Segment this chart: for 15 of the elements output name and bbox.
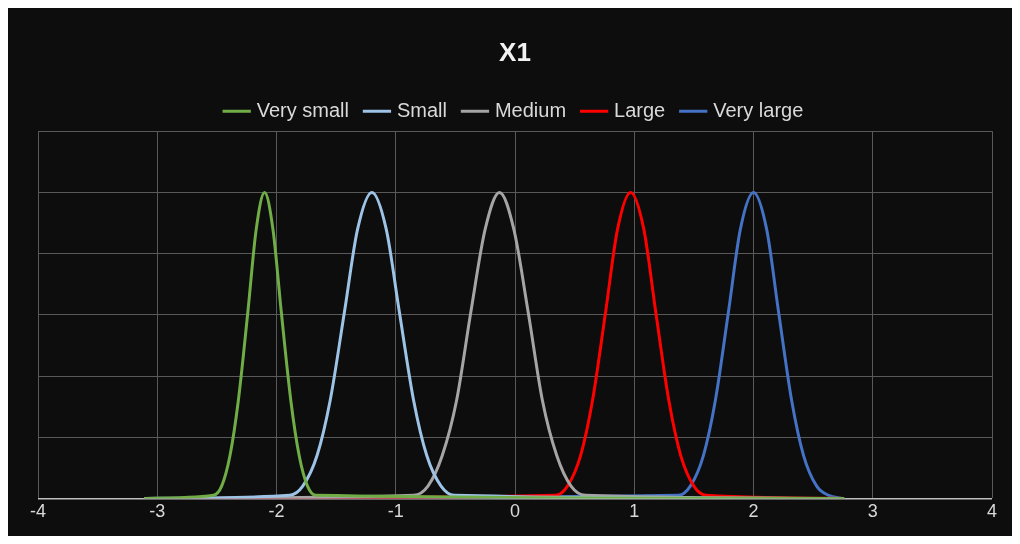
x-tick-label: 4 bbox=[986, 501, 998, 522]
x-tick-label: 0 bbox=[509, 501, 521, 522]
x-tick-label: -2 bbox=[268, 501, 285, 522]
x-tick-label: -4 bbox=[29, 501, 47, 522]
legend-label: Small bbox=[396, 98, 447, 121]
x-tick-label: -1 bbox=[387, 501, 404, 522]
legend-label: Large bbox=[614, 98, 666, 121]
x-tick-label: 1 bbox=[629, 501, 640, 522]
chart-title: X1 bbox=[499, 36, 531, 67]
x-tick-label: -3 bbox=[149, 501, 166, 522]
legend-label: Medium bbox=[494, 98, 567, 121]
x-tick-label: 2 bbox=[748, 501, 759, 522]
x-tick-label: 3 bbox=[867, 501, 878, 522]
legend-label: Very large bbox=[713, 98, 804, 121]
legend-label: Very small bbox=[256, 98, 349, 121]
